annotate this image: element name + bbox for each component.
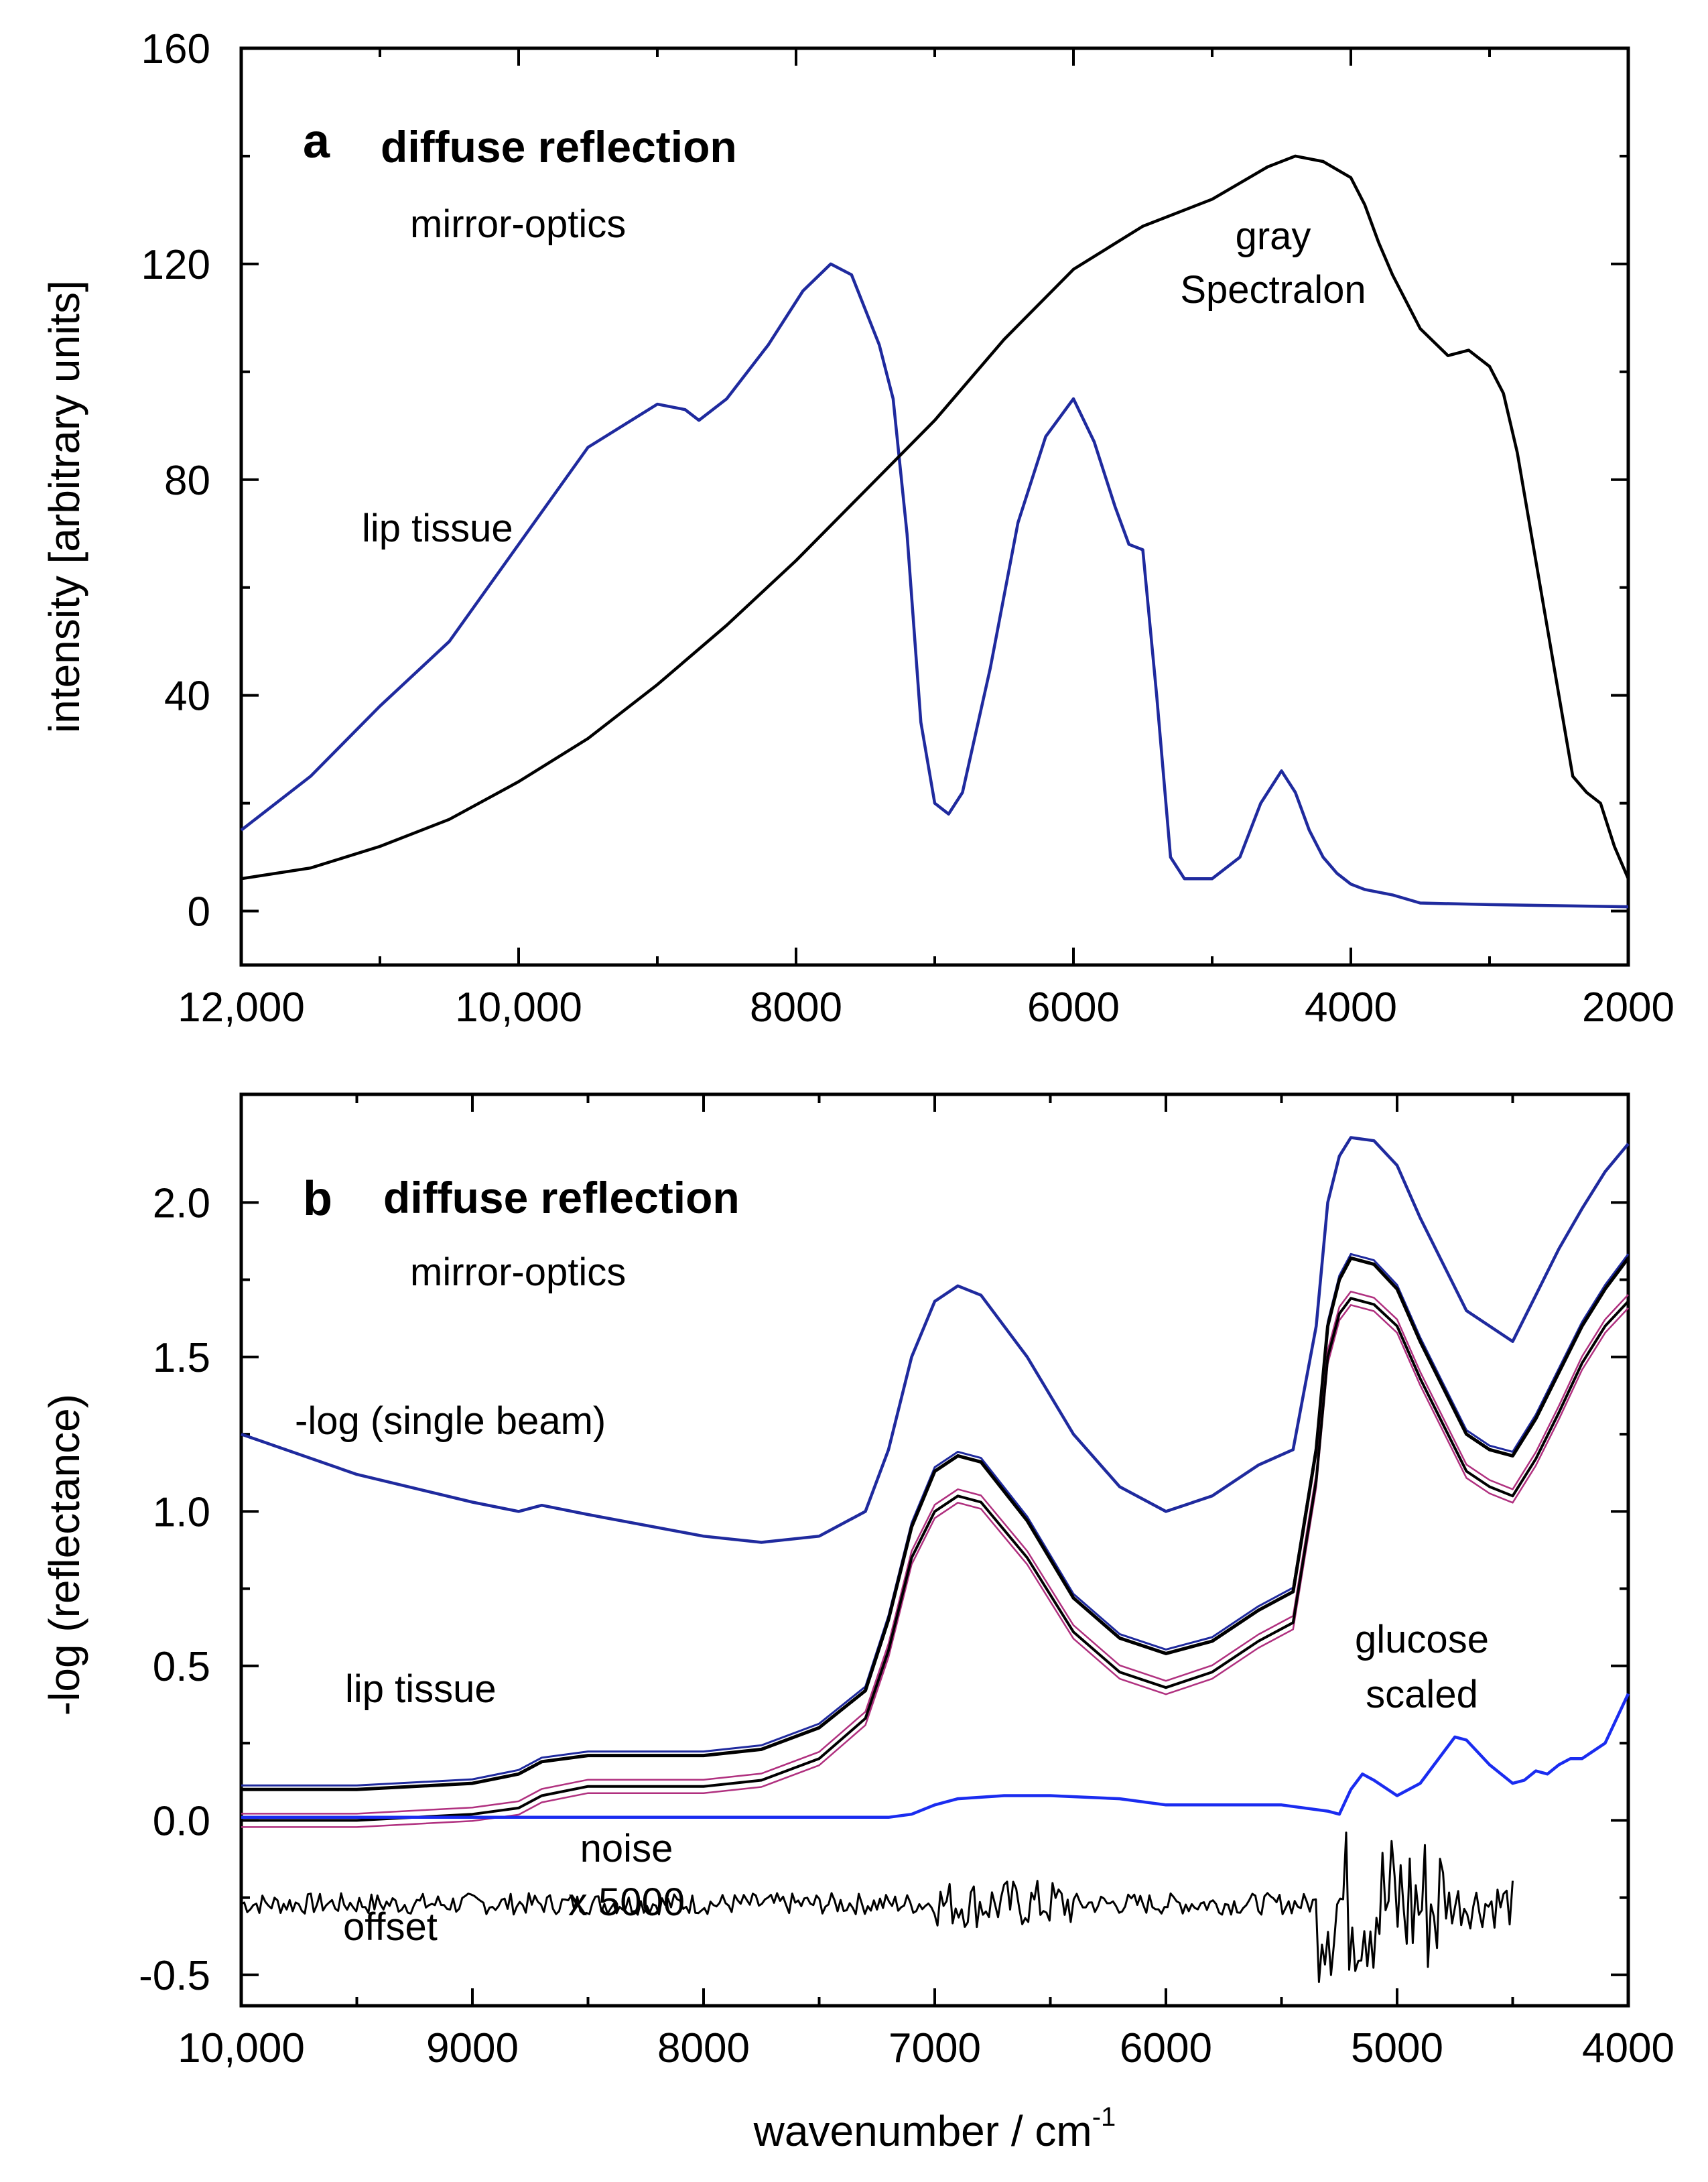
plot-frame-b [239,1092,1630,2008]
panel-letter-a: a [303,115,330,168]
x-tick-label: 10,000 [455,984,582,1031]
y-tick-label: 0.0 [153,1798,210,1844]
series-line-b-log-single-beam [241,1136,1630,1544]
panel-title-b: diffuse reflection [383,1173,740,1222]
panel-title-a: diffuse reflection [381,122,737,172]
panel-b: 10,000 9000 8000 7000 6000 5000 4000 -0.5 0.0 0.5… [40,1092,1674,2155]
series-line-a-lip-tissue [240,262,1629,909]
tick-labels-a: 12,000 10,000 8000 6000 4000 2000 0 40 80 120 160 [141,26,1674,1031]
annotation-single-beam: -log (single beam) [295,1399,606,1443]
y-axis-title-a: intensity [arbitrary units] [40,280,88,733]
annotation-x5000: x 5000 [568,1880,685,1924]
series-line-a-gray-spectralon [241,154,1630,881]
series-line-b-lip-tissue-lower-group [241,1297,1630,1822]
x-tick-label: 12,000 [178,984,305,1031]
y-tick-label: 120 [141,242,210,288]
tick-marks-a [240,47,1630,965]
x-axis-title-b: wavenumber / cm-1 [753,2102,1116,2155]
series-line-b-noise-x-5000-offset [241,1832,1514,1983]
x-tick-label: 9000 [426,2025,519,2071]
series-line-b-lip-tissue-lower-group-envelope-upper [241,1291,1629,1815]
x-axis-title-text: wavenumber / cm [753,2107,1092,2155]
x-tick-label: 4000 [1582,2025,1674,2071]
y-tick-label: 40 [164,673,210,720]
annotation-lip-tissue-b: lip tissue [345,1667,497,1711]
annotation-glucose: glucose [1355,1618,1489,1661]
x-tick-label: 2000 [1582,984,1674,1031]
x-tick-label: 4000 [1305,984,1397,1031]
annotation-gray: gray [1236,214,1311,258]
series-line-b-lip-tissue-upper-group-companion [241,1253,1630,1787]
series-line-b-glucose-scaled [241,1693,1630,1819]
y-tick-label: 1.0 [153,1489,210,1535]
panel-subtitle-b: mirror-optics [410,1250,626,1294]
x-tick-label: 6000 [1027,984,1120,1031]
x-tick-label: 8000 [750,984,842,1031]
x-axis-title-superscript: -1 [1092,2102,1116,2132]
series-line-b-lip-tissue-upper-group [241,1256,1630,1791]
x-tick-label: 8000 [657,2025,750,2071]
annotation-noise: noise [580,1827,673,1870]
y-tick-label: 160 [141,26,210,72]
y-tick-label: -0.5 [139,1953,210,1999]
series-group-a [240,154,1630,909]
panel-a: 12,000 10,000 8000 6000 4000 200004080120160 … [40,26,1674,1031]
annotation-spectralon: Spectralon [1180,268,1366,312]
annotation-lip-tissue-a: lip tissue [362,507,513,550]
y-tick-label: 0 [188,889,210,936]
tick-marks-b [240,1094,1630,2006]
y-tick-label: 2.0 [153,1180,210,1226]
panel-letter-b: b [303,1172,332,1226]
annotation-scaled: scaled [1366,1673,1478,1716]
x-tick-label: 6000 [1120,2025,1212,2071]
y-axis-title-b: -log (reflectance) [40,1394,88,1716]
x-tick-label: 10,000 [178,2025,305,2071]
series-line-b-lip-tissue-lower-group-envelope-lower [241,1304,1629,1828]
series-group-b [241,1136,1630,1983]
y-tick-label: 0.5 [153,1644,210,1690]
x-tick-label: 5000 [1351,2025,1443,2071]
panel-subtitle-a: mirror-optics [410,202,626,246]
y-tick-label: 80 [164,458,210,504]
x-tick-label: 7000 [889,2025,981,2071]
tick-labels-b: 10,000 9000 8000 7000 6000 5000 4000 -0.5 0.0 0.5… [139,1180,1674,2071]
annotation-offset: offset [343,1905,438,1949]
y-tick-label: 1.5 [153,1335,210,1381]
